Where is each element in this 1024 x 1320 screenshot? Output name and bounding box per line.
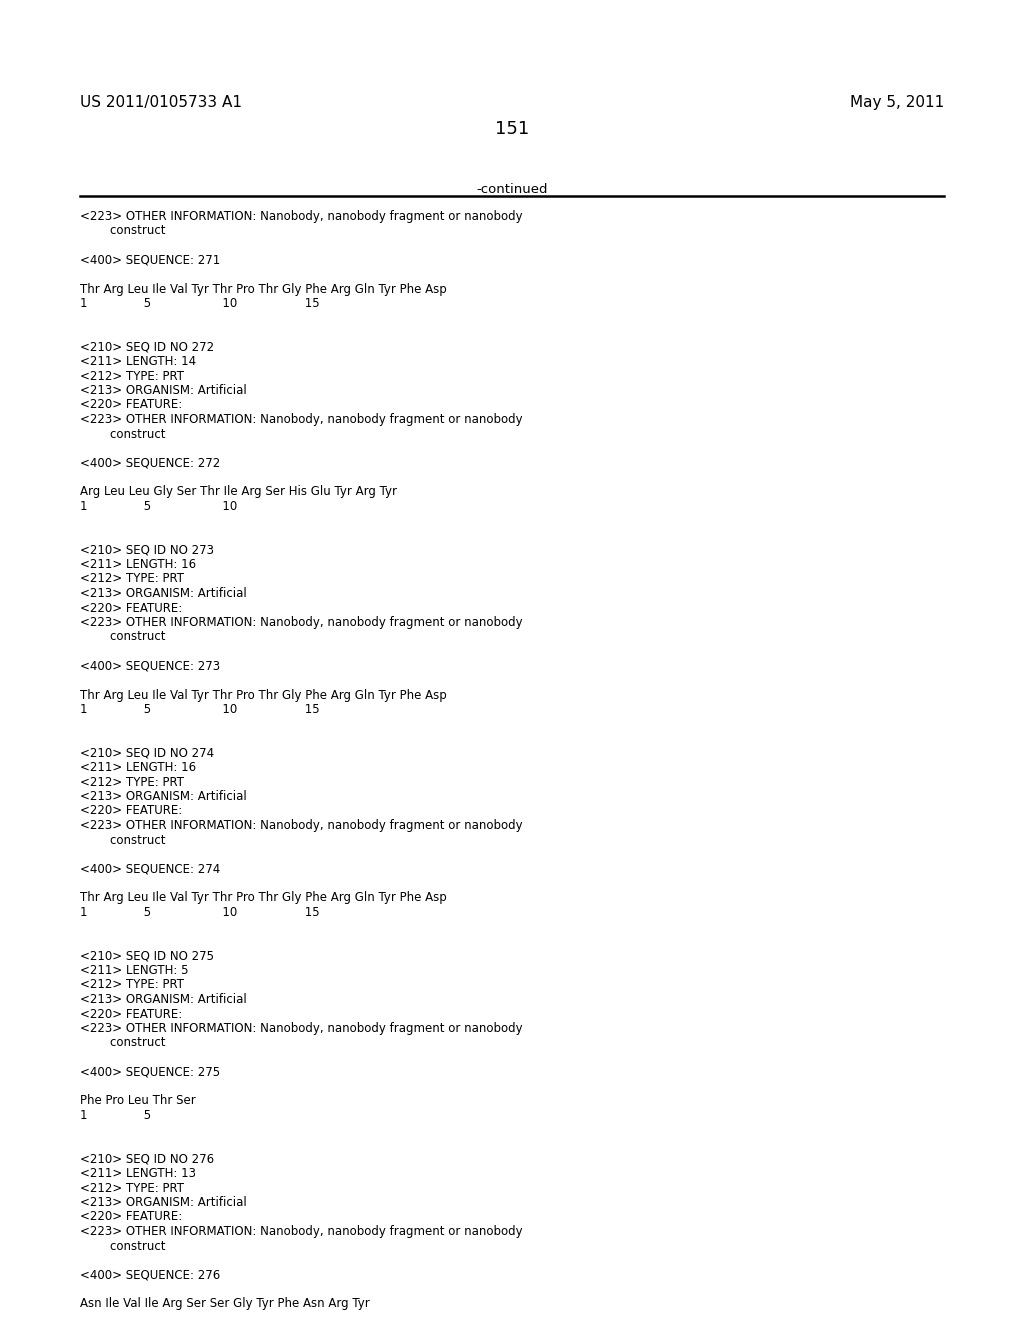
Text: <400> SEQUENCE: 276: <400> SEQUENCE: 276 xyxy=(80,1269,220,1282)
Text: <400> SEQUENCE: 275: <400> SEQUENCE: 275 xyxy=(80,1065,220,1078)
Text: <210> SEQ ID NO 272: <210> SEQ ID NO 272 xyxy=(80,341,214,354)
Text: <211> LENGTH: 5: <211> LENGTH: 5 xyxy=(80,964,188,977)
Text: <213> ORGANISM: Artificial: <213> ORGANISM: Artificial xyxy=(80,384,247,397)
Text: <220> FEATURE:: <220> FEATURE: xyxy=(80,399,182,412)
Text: 151: 151 xyxy=(495,120,529,139)
Text: <210> SEQ ID NO 276: <210> SEQ ID NO 276 xyxy=(80,1152,214,1166)
Text: <212> TYPE: PRT: <212> TYPE: PRT xyxy=(80,776,184,788)
Text: construct: construct xyxy=(80,833,166,846)
Text: <210> SEQ ID NO 274: <210> SEQ ID NO 274 xyxy=(80,747,214,759)
Text: <223> OTHER INFORMATION: Nanobody, nanobody fragment or nanobody: <223> OTHER INFORMATION: Nanobody, nanob… xyxy=(80,818,522,832)
Text: <211> LENGTH: 16: <211> LENGTH: 16 xyxy=(80,762,197,774)
Text: construct: construct xyxy=(80,631,166,644)
Text: May 5, 2011: May 5, 2011 xyxy=(850,95,944,110)
Text: -continued: -continued xyxy=(476,183,548,195)
Text: <220> FEATURE:: <220> FEATURE: xyxy=(80,602,182,615)
Text: <212> TYPE: PRT: <212> TYPE: PRT xyxy=(80,978,184,991)
Text: US 2011/0105733 A1: US 2011/0105733 A1 xyxy=(80,95,242,110)
Text: <220> FEATURE:: <220> FEATURE: xyxy=(80,804,182,817)
Text: Thr Arg Leu Ile Val Tyr Thr Pro Thr Gly Phe Arg Gln Tyr Phe Asp: Thr Arg Leu Ile Val Tyr Thr Pro Thr Gly … xyxy=(80,282,446,296)
Text: 1               5                   10                  15: 1 5 10 15 xyxy=(80,297,319,310)
Text: <211> LENGTH: 13: <211> LENGTH: 13 xyxy=(80,1167,196,1180)
Text: 1               5                   10                  15: 1 5 10 15 xyxy=(80,704,319,715)
Text: <212> TYPE: PRT: <212> TYPE: PRT xyxy=(80,573,184,586)
Text: <211> LENGTH: 14: <211> LENGTH: 14 xyxy=(80,355,197,368)
Text: <211> LENGTH: 16: <211> LENGTH: 16 xyxy=(80,558,197,572)
Text: <213> ORGANISM: Artificial: <213> ORGANISM: Artificial xyxy=(80,587,247,601)
Text: construct: construct xyxy=(80,428,166,441)
Text: <212> TYPE: PRT: <212> TYPE: PRT xyxy=(80,1181,184,1195)
Text: <223> OTHER INFORMATION: Nanobody, nanobody fragment or nanobody: <223> OTHER INFORMATION: Nanobody, nanob… xyxy=(80,210,522,223)
Text: <220> FEATURE:: <220> FEATURE: xyxy=(80,1007,182,1020)
Text: <213> ORGANISM: Artificial: <213> ORGANISM: Artificial xyxy=(80,789,247,803)
Text: <400> SEQUENCE: 271: <400> SEQUENCE: 271 xyxy=(80,253,220,267)
Text: 1               5                   10: 1 5 10 xyxy=(80,500,238,513)
Text: 1               5: 1 5 xyxy=(80,1109,152,1122)
Text: Thr Arg Leu Ile Val Tyr Thr Pro Thr Gly Phe Arg Gln Tyr Phe Asp: Thr Arg Leu Ile Val Tyr Thr Pro Thr Gly … xyxy=(80,689,446,701)
Text: Thr Arg Leu Ile Val Tyr Thr Pro Thr Gly Phe Arg Gln Tyr Phe Asp: Thr Arg Leu Ile Val Tyr Thr Pro Thr Gly … xyxy=(80,891,446,904)
Text: <400> SEQUENCE: 272: <400> SEQUENCE: 272 xyxy=(80,457,220,470)
Text: Arg Leu Leu Gly Ser Thr Ile Arg Ser His Glu Tyr Arg Tyr: Arg Leu Leu Gly Ser Thr Ile Arg Ser His … xyxy=(80,486,397,499)
Text: <212> TYPE: PRT: <212> TYPE: PRT xyxy=(80,370,184,383)
Text: <223> OTHER INFORMATION: Nanobody, nanobody fragment or nanobody: <223> OTHER INFORMATION: Nanobody, nanob… xyxy=(80,1022,522,1035)
Text: construct: construct xyxy=(80,1239,166,1253)
Text: <223> OTHER INFORMATION: Nanobody, nanobody fragment or nanobody: <223> OTHER INFORMATION: Nanobody, nanob… xyxy=(80,413,522,426)
Text: <223> OTHER INFORMATION: Nanobody, nanobody fragment or nanobody: <223> OTHER INFORMATION: Nanobody, nanob… xyxy=(80,1225,522,1238)
Text: <400> SEQUENCE: 273: <400> SEQUENCE: 273 xyxy=(80,660,220,672)
Text: <210> SEQ ID NO 275: <210> SEQ ID NO 275 xyxy=(80,949,214,962)
Text: Phe Pro Leu Thr Ser: Phe Pro Leu Thr Ser xyxy=(80,1094,196,1107)
Text: construct: construct xyxy=(80,1036,166,1049)
Text: construct: construct xyxy=(80,224,166,238)
Text: <210> SEQ ID NO 273: <210> SEQ ID NO 273 xyxy=(80,544,214,557)
Text: 1               5                   10                  15: 1 5 10 15 xyxy=(80,906,319,919)
Text: <220> FEATURE:: <220> FEATURE: xyxy=(80,1210,182,1224)
Text: Asn Ile Val Ile Arg Ser Ser Gly Tyr Phe Asn Arg Tyr: Asn Ile Val Ile Arg Ser Ser Gly Tyr Phe … xyxy=(80,1298,370,1311)
Text: <213> ORGANISM: Artificial: <213> ORGANISM: Artificial xyxy=(80,993,247,1006)
Text: <223> OTHER INFORMATION: Nanobody, nanobody fragment or nanobody: <223> OTHER INFORMATION: Nanobody, nanob… xyxy=(80,616,522,630)
Text: <213> ORGANISM: Artificial: <213> ORGANISM: Artificial xyxy=(80,1196,247,1209)
Text: <400> SEQUENCE: 274: <400> SEQUENCE: 274 xyxy=(80,862,220,875)
